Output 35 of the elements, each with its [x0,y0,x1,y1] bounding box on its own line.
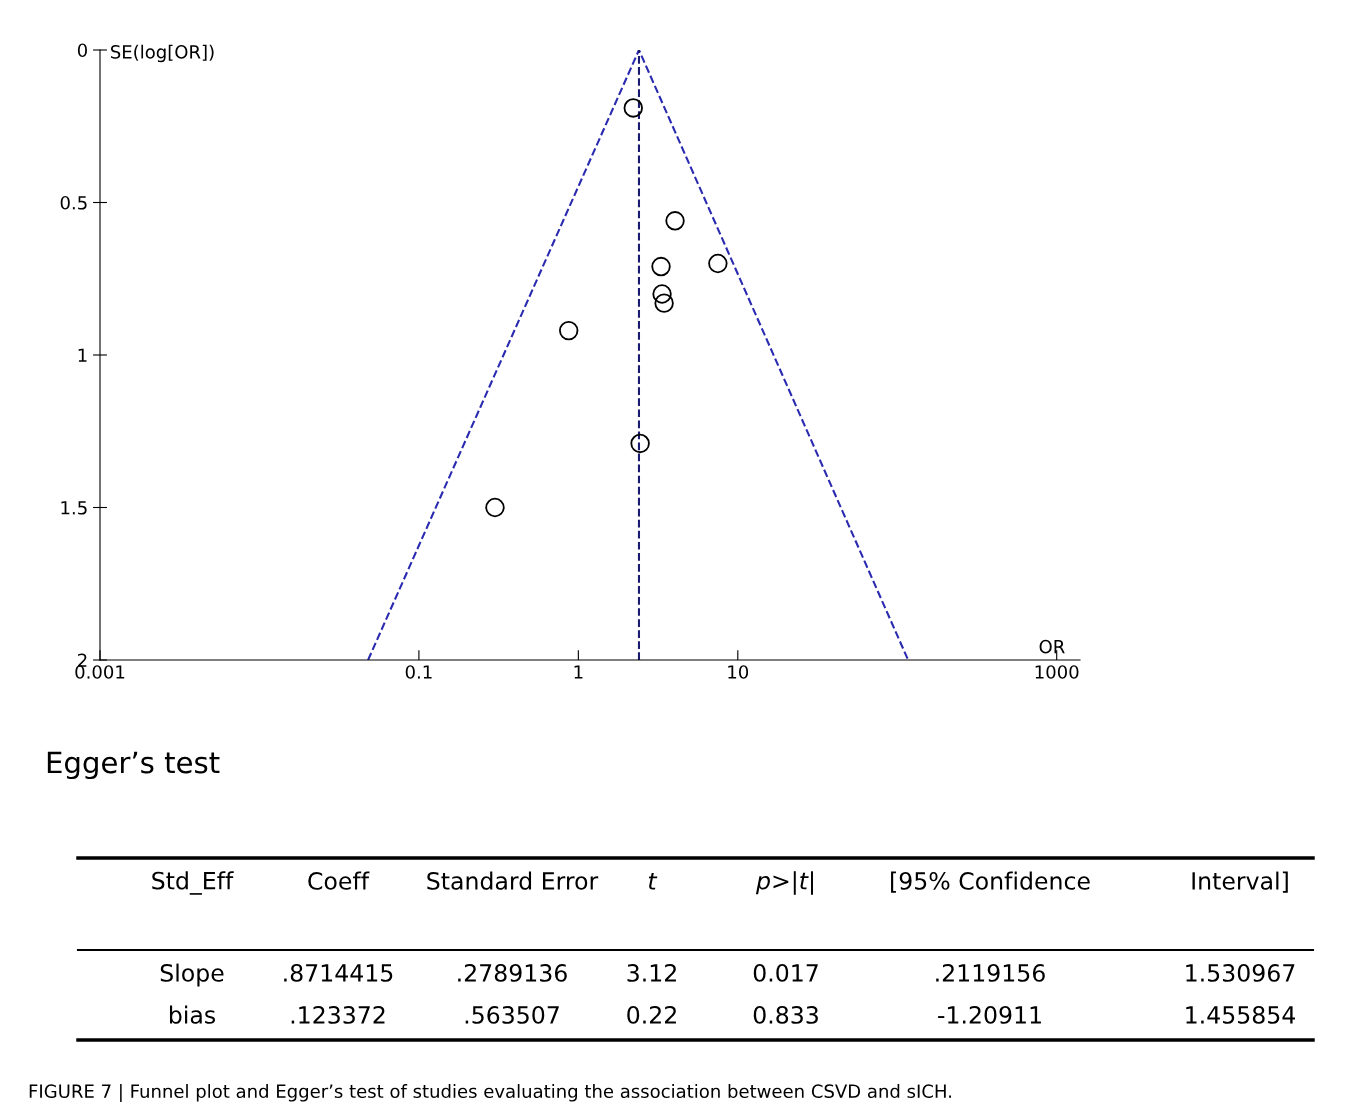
x-tick-label: 10 [728,665,749,679]
y-tick-label: 0 [77,43,87,58]
text: [95% Confidence [891,871,1090,893]
text: 0.833 [753,1005,818,1024]
text: .563507 [465,1005,559,1024]
text: -1.20911 [938,1005,1041,1024]
text: 0.017 [753,963,818,982]
x-axis-title: OR [1039,639,1065,654]
y-tick-label: 2 [78,653,87,667]
text: .8714415 [284,963,393,982]
text: 3.12 [627,963,676,982]
text: 0.22 [627,1005,676,1024]
text: Standard Error [427,871,599,890]
text: bias [169,1005,216,1024]
text: .123372 [291,1005,385,1024]
text: t [648,872,658,890]
x-tick-label: 1000 [1035,665,1079,679]
text: Coeff [308,871,370,890]
y-tick-label: 0.5 [60,195,87,210]
y-axis-title: SE(log[OR]) [110,44,214,63]
text: p>|t| [755,871,813,895]
text: Interval] [1192,871,1288,893]
text: .2789136 [458,963,567,982]
x-tick-label: 0.1 [405,665,432,679]
text: Egger’s test [47,751,220,780]
x-tick-label: 1 [574,665,583,679]
x-tick-label: 0.001 [75,665,125,679]
text: 1.455854 [1186,1005,1296,1024]
text: Slope [160,963,224,987]
caption: FIGURE 7 | Funnel plot and Egger’s test of studies evaluating the association between CSVD and sICH. [29,1083,951,1103]
text: Std_Eff [152,871,234,895]
y-tick-label: 1.5 [61,501,87,515]
text: .2119156 [936,963,1045,982]
y-tick-label: 1 [78,348,87,362]
text: 1.530967 [1186,963,1295,982]
